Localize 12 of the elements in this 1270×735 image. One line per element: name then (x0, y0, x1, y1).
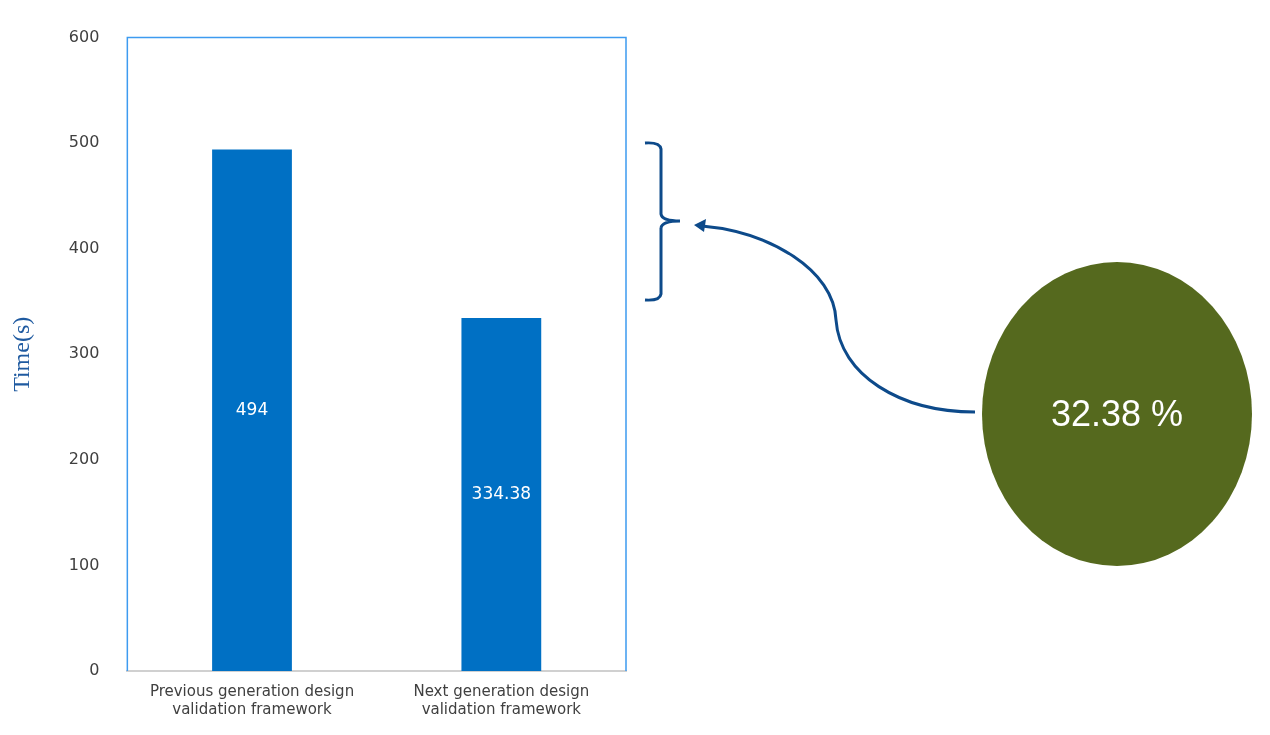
x-tick-label: Next generation design validation framework (413, 681, 590, 718)
y-tick-label: 500 (68, 132, 100, 152)
y-tick-label: 400 (68, 237, 100, 257)
y-axis-title: Time(s) (7, 316, 34, 392)
y-tick-label: 0 (89, 660, 100, 680)
y-tick-label: 300 (68, 343, 100, 363)
y-tick-label: 100 (68, 554, 100, 574)
data-label: 334.38 (471, 482, 532, 503)
y-tick-label: 200 (68, 449, 100, 469)
y-tick-label: 600 (68, 26, 100, 46)
data-label: 494 (235, 398, 269, 419)
x-tick-label: Previous generation design validation framework (149, 681, 355, 718)
